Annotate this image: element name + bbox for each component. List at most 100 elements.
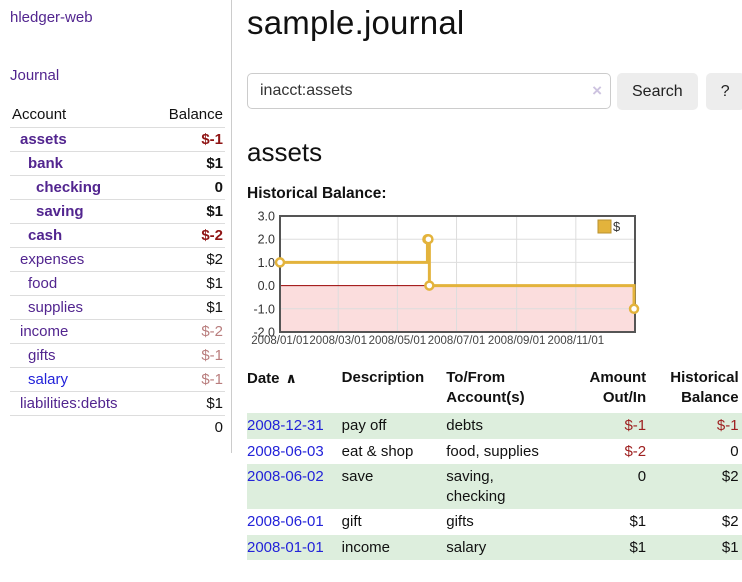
- transaction-accounts: food, supplies: [446, 442, 539, 460]
- main-content: sample.journal × Search ? assets Histori…: [232, 0, 742, 560]
- account-row: supplies $1: [10, 295, 225, 320]
- sidebar: hledger-web Journal Account Balance asse…: [0, 0, 232, 453]
- account-row: cash $-2: [10, 223, 225, 248]
- search-button[interactable]: Search: [617, 73, 698, 110]
- register-header-amount: Amount Out/In: [589, 369, 647, 406]
- account-row: checking 0: [10, 175, 225, 200]
- register-table: Date ∧ Description To/From Account(s) Amo…: [247, 364, 742, 560]
- register-header-accounts: To/From Account(s): [446, 369, 525, 406]
- account-balance: $1: [150, 271, 225, 296]
- transaction-amount: $1: [629, 513, 647, 530]
- search-box: ×: [247, 73, 611, 110]
- account-balance: $2: [150, 247, 225, 272]
- register-header-date[interactable]: Date ∧: [247, 370, 297, 387]
- account-link[interactable]: checking: [36, 179, 102, 196]
- transaction-description: income: [341, 538, 390, 556]
- search-row: × Search ?: [247, 73, 742, 110]
- account-link[interactable]: bank: [28, 155, 64, 172]
- account-balance: $-1: [150, 367, 225, 392]
- account-balance: $1: [150, 391, 225, 416]
- help-button[interactable]: ?: [705, 73, 742, 110]
- transaction-date-link[interactable]: 2008-12-31: [247, 417, 324, 434]
- transaction-description: save: [341, 468, 374, 485]
- search-input[interactable]: [247, 73, 611, 109]
- data-point-marker: [628, 303, 640, 315]
- account-balance: $1: [150, 151, 225, 176]
- y-tick-label: 2.0: [258, 233, 275, 247]
- transaction-accounts: gifts: [446, 513, 474, 530]
- account-balance: $-1: [150, 127, 225, 152]
- account-row: liabilities:debts $1: [10, 391, 225, 416]
- x-tick-label: 2008/07/01: [428, 335, 486, 347]
- chart-title: Historical Balance:: [247, 185, 387, 202]
- data-point-marker: [274, 257, 286, 268]
- account-balance: $-2: [150, 223, 225, 248]
- transaction-balance: $2: [721, 513, 739, 530]
- transaction-balance: $-1: [716, 417, 739, 434]
- clear-search-icon[interactable]: ×: [592, 81, 602, 100]
- x-tick-label: 2008/09/01: [488, 335, 546, 347]
- account-balance: $-1: [150, 343, 225, 368]
- account-row: gifts $-1: [10, 343, 225, 368]
- transaction-accounts: salary: [446, 538, 487, 556]
- page-title: sample.journal: [247, 4, 465, 41]
- transaction-date-link[interactable]: 2008-01-01: [247, 538, 324, 556]
- account-link[interactable]: supplies: [28, 299, 84, 316]
- legend-swatch: [597, 219, 612, 234]
- transaction-balance: $2: [721, 468, 739, 485]
- register-row: 2008-06-02 save saving, checking 0 $2: [247, 464, 742, 509]
- transaction-description: gift: [341, 513, 362, 530]
- account-row: saving $1: [10, 199, 225, 224]
- account-balance: $1: [150, 295, 225, 320]
- x-tick-label: 2008/05/01: [369, 335, 427, 347]
- account-link[interactable]: cash: [28, 227, 63, 244]
- data-point-marker: [423, 233, 434, 245]
- register-row: 2008-12-31 pay off debts $-1 $-1: [247, 413, 742, 439]
- account-balance: $1: [150, 199, 225, 224]
- y-tick-label: -2.0: [253, 326, 275, 340]
- transaction-amount: 0: [637, 468, 647, 485]
- y-tick-label: 0.0: [258, 279, 275, 293]
- account-row: bank $1: [10, 151, 225, 176]
- accounts-total-row: 0: [10, 415, 225, 439]
- register-row: 2008-06-01 gift gifts $1 $2: [247, 509, 742, 535]
- transaction-description: pay off: [341, 417, 387, 434]
- y-tick-label: 3.0: [258, 210, 275, 224]
- account-link[interactable]: expenses: [20, 251, 85, 268]
- app-title-link[interactable]: hledger-web: [10, 9, 93, 26]
- x-tick-label: 2008/01/01: [251, 335, 309, 347]
- account-row: food $1: [10, 271, 225, 296]
- account-balance: $-2: [150, 319, 225, 344]
- register-row: 2008-01-01 income salary $1 $1: [247, 534, 742, 560]
- account-row: expenses $2: [10, 247, 225, 272]
- transaction-amount: $-1: [624, 417, 647, 434]
- transaction-accounts: saving, checking: [446, 468, 506, 505]
- account-row: salary $-1: [10, 367, 225, 392]
- account-link[interactable]: gifts: [28, 347, 56, 364]
- data-point-marker: [424, 280, 435, 291]
- nav-journal-link[interactable]: Journal: [10, 67, 60, 84]
- x-tick-label: 2008/11/01: [547, 335, 604, 347]
- account-link[interactable]: income: [20, 323, 69, 340]
- accounts-table: Account Balance assets $-1 bank $1 checking 0…: [10, 103, 225, 439]
- accounts-total-value: 0: [150, 415, 225, 439]
- transaction-date-link[interactable]: 2008-06-03: [247, 442, 324, 460]
- transaction-description: eat & shop: [341, 442, 414, 460]
- transaction-date-link[interactable]: 2008-06-02: [247, 468, 324, 485]
- plot-border: [279, 215, 636, 333]
- account-link[interactable]: liabilities:debts: [20, 395, 118, 412]
- account-row: assets $-1: [10, 127, 225, 152]
- transaction-balance: 0: [730, 442, 739, 460]
- transaction-date-link[interactable]: 2008-06-01: [247, 513, 324, 530]
- account-link[interactable]: assets: [20, 131, 67, 148]
- register-header-balance: Historical Balance: [670, 369, 739, 406]
- account-link[interactable]: salary: [28, 371, 69, 388]
- transaction-amount: $1: [629, 538, 647, 556]
- register-row: 2008-06-03 eat & shop food, supplies $-2 0: [247, 439, 742, 465]
- account-balance: 0: [150, 175, 225, 200]
- account-link[interactable]: saving: [36, 203, 84, 220]
- sort-asc-icon: ∧: [285, 370, 297, 386]
- account-link[interactable]: food: [28, 275, 58, 292]
- transaction-balance: $1: [721, 538, 739, 556]
